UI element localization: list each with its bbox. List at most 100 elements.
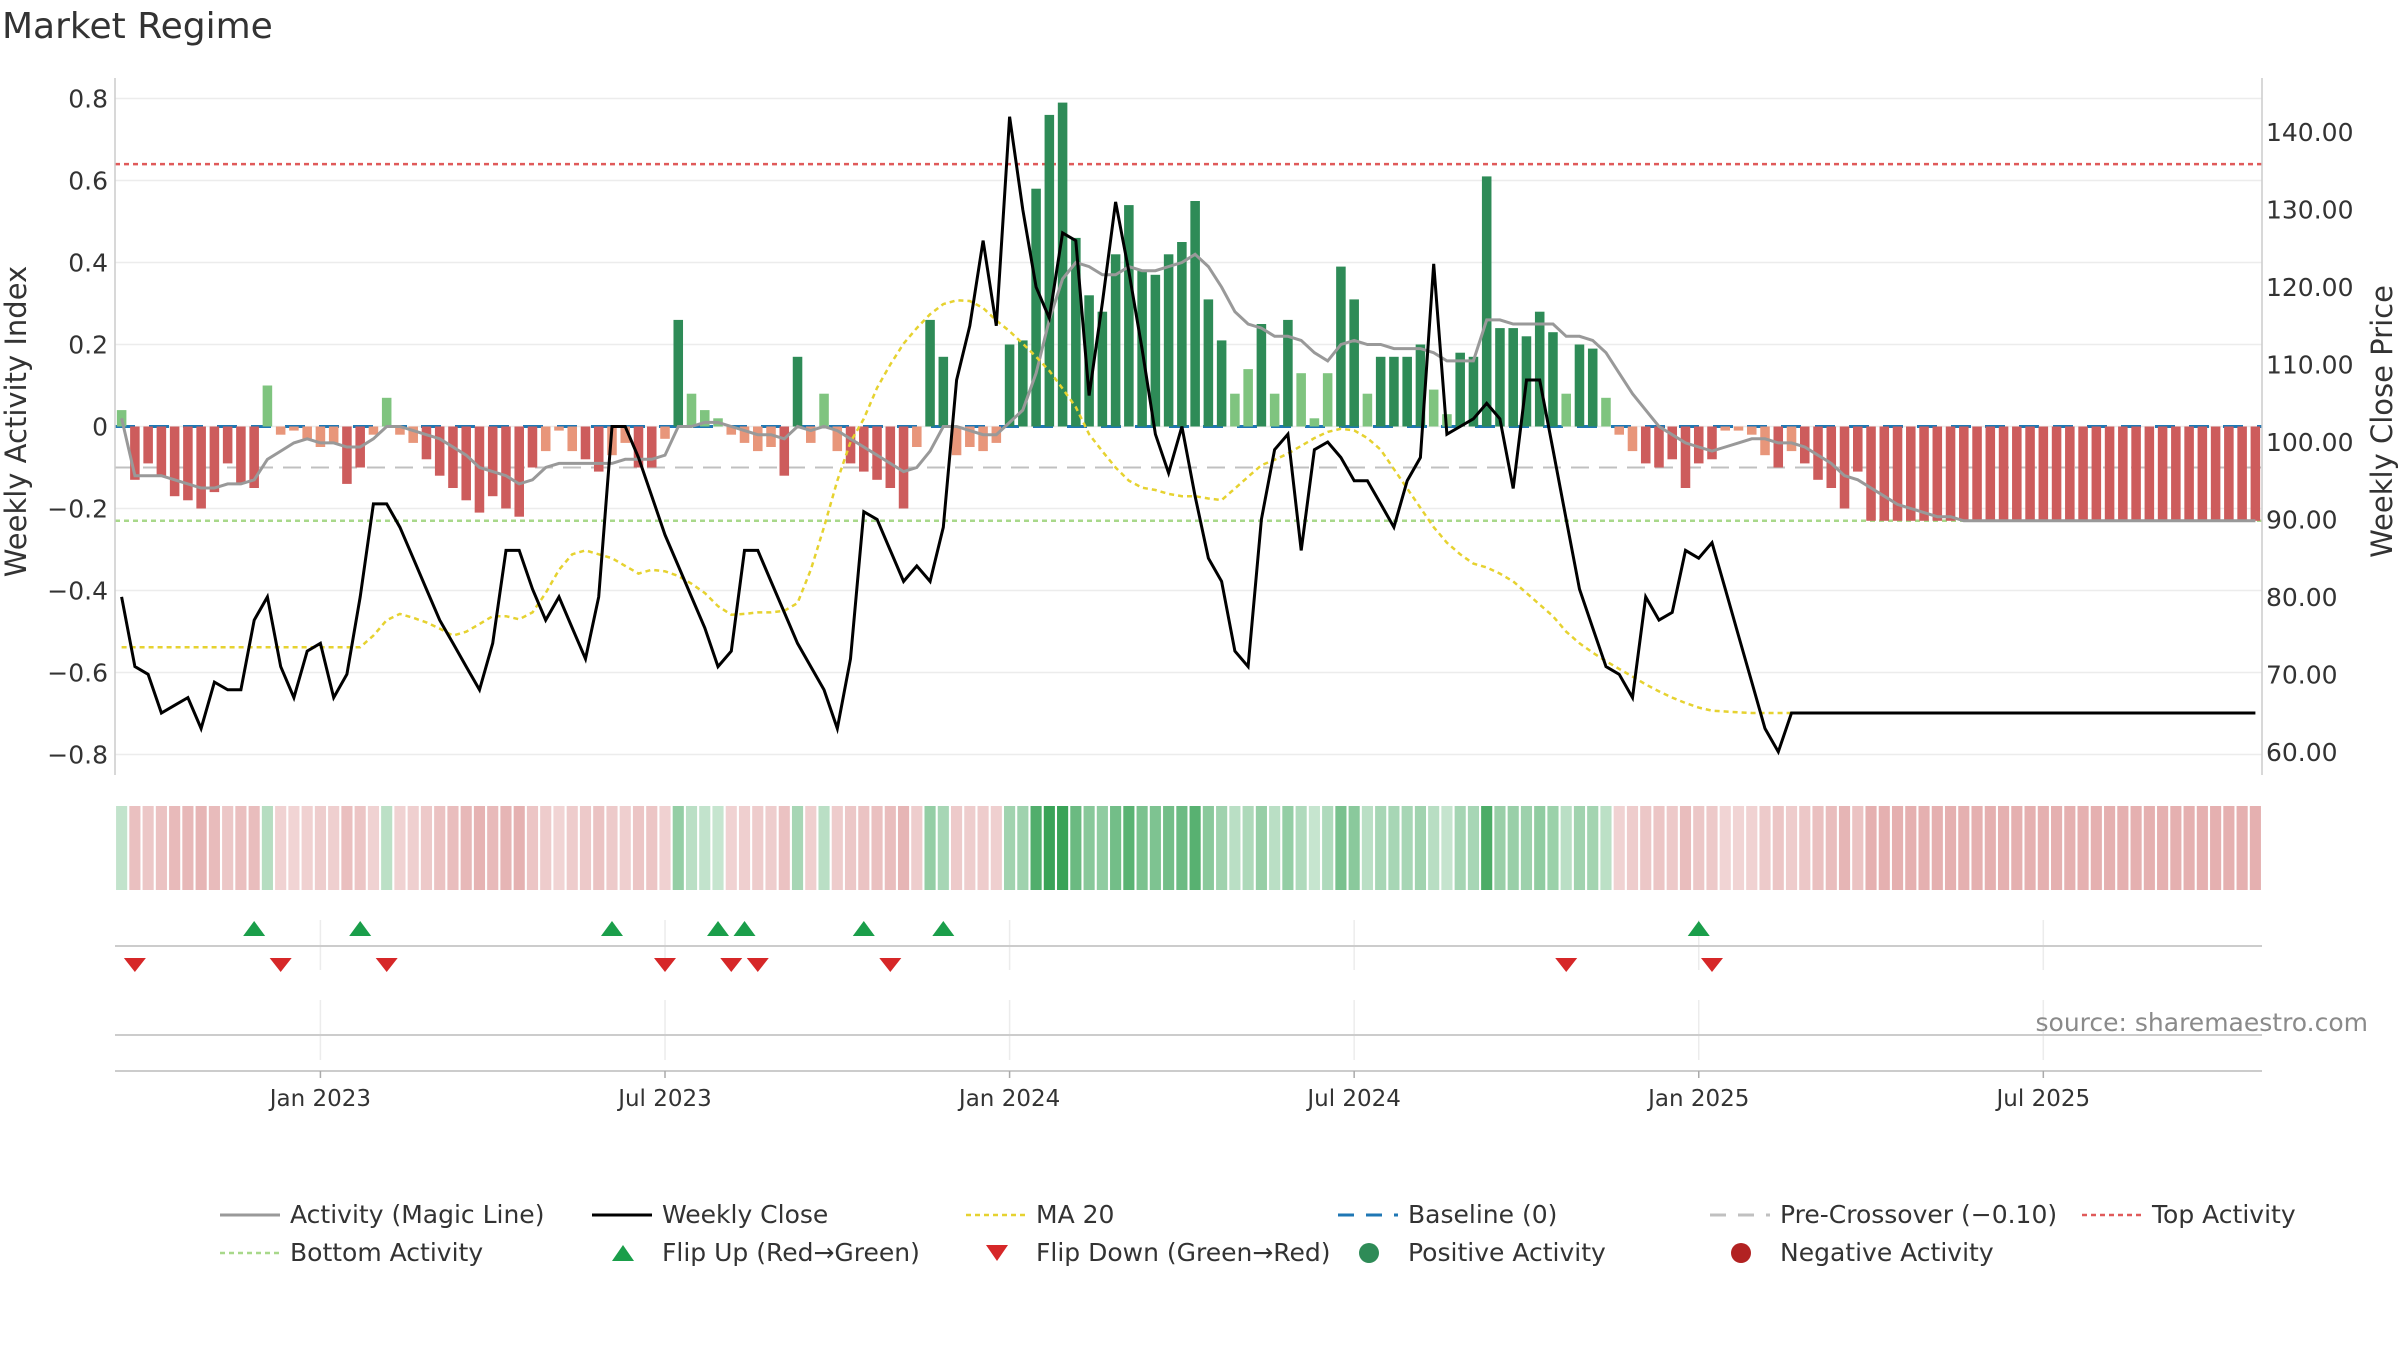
activity-bar [1150,274,1161,427]
activity-bar [461,426,471,501]
flip-up-marker [733,921,756,936]
regime-cell [1348,806,1360,890]
y-left-tick-label: 0.4 [68,249,108,278]
regime-cell [1322,806,1334,890]
activity-bar [1654,426,1664,468]
activity-bar [1587,348,1598,427]
regime-cell [2064,806,2076,890]
activity-bar [1495,328,1505,427]
time-axis: Jan 2023 Jul 2023 Jan 2024 Jul 2024 Jan 2025… [115,1070,2262,1112]
regime-cell [1375,806,1387,890]
legend-item: Top Activity [2082,1200,2296,1229]
activity-bar [474,426,485,513]
regime-cell [844,806,857,890]
regime-cell [1388,806,1400,890]
regime-cell [2223,806,2235,890]
regime-cell [1613,806,1625,890]
regime-cell [1746,806,1758,890]
regime-cell [1467,806,1480,890]
regime-cell [1308,806,1320,890]
activity-bar [832,426,843,452]
regime-cell [235,806,247,890]
activity-bar [646,426,657,468]
y-right-tick-label: 60.00 [2266,738,2338,767]
regime-cell [951,806,963,890]
regime-cell [2249,806,2261,890]
activity-bar [978,426,988,452]
legend-item: Flip Down (Green→Red) [966,1238,1331,1267]
regime-cell [1852,806,1864,890]
activity-bar [1057,102,1068,427]
activity-bar [1349,299,1359,427]
regime-cell [1242,806,1254,890]
regime-cell [738,806,751,890]
activity-bar [938,356,949,427]
regime-cell [1653,806,1665,890]
activity-bar [1110,254,1121,427]
flip-up-marker [932,921,955,936]
legend-swatch [220,1251,280,1254]
activity-bar [885,426,896,488]
legend-item: Negative Activity [1710,1238,1994,1267]
activity-bar [1799,426,1810,464]
y-left-tick-label: 0.6 [68,167,108,196]
regime-cell [394,806,406,890]
chart-canvas: 0.8 0.6 0.4 0.2 0 −0.2 −0.4 −0.6 −0.8 140.00 130.0… [0,78,2399,1112]
activity-bar [501,426,511,509]
x-tick-label: Jan 2024 [957,1086,1060,1112]
x-tick-label: Jul 2025 [1995,1086,2091,1112]
activity-bar [1866,426,1876,521]
activity-bar [1932,426,1943,521]
regime-cell [1997,806,2010,890]
activity-bar [2210,426,2221,521]
regime-cell [1083,806,1095,890]
activity-bar [2237,426,2247,521]
activity-bar [1879,426,1890,521]
regime-cell [553,806,565,890]
activity-bar [1203,299,1214,427]
activity-bar [2025,426,2035,521]
activity-bar [1548,332,1558,427]
regime-cell [328,806,340,890]
activity-bar [1018,340,1028,427]
regime-cell [434,806,446,890]
legend-item: Bottom Activity [220,1238,483,1267]
regime-cell [1136,806,1148,890]
y-right-tick-label: 80.00 [2266,583,2338,612]
activity-bar [315,426,326,447]
activity-bar [1177,242,1187,427]
regime-cell [288,806,300,890]
regime-cell [579,806,592,890]
regime-cell [1626,806,1639,890]
activity-bar [898,426,909,509]
x-tick-label: Jan 2023 [268,1086,371,1112]
flip-down-marker [746,958,769,972]
regime-cell [2143,806,2155,890]
legend-item: Pre-Crossover (−0.10) [1710,1200,2057,1229]
activity-bar [965,426,975,447]
regime-cell [712,806,724,890]
activity-bar [1269,393,1280,427]
activity-bar [1415,344,1426,427]
regime-cell [500,806,512,890]
regime-cell [1560,806,1572,890]
regime-cell [1971,806,1983,890]
activity-bar [660,426,670,439]
regime-cell [314,806,326,890]
flip-down-marker [1700,958,1723,972]
activity-bar [1627,426,1638,452]
regime-cell [990,806,1002,890]
regime-cell [831,806,843,890]
legend-label: Activity (Magic Line) [290,1200,545,1229]
activity-bar [1945,426,1956,521]
regime-cell [1587,806,1599,890]
activity-bar [753,426,763,452]
regime-cell [685,806,698,890]
activity-bar [1428,389,1439,427]
activity-bar [1919,426,1929,521]
activity-bar [2157,426,2168,521]
activity-bar [434,426,445,476]
regime-cell [1030,806,1042,890]
flip-up-marker [243,921,266,936]
activity-bar [925,319,935,427]
